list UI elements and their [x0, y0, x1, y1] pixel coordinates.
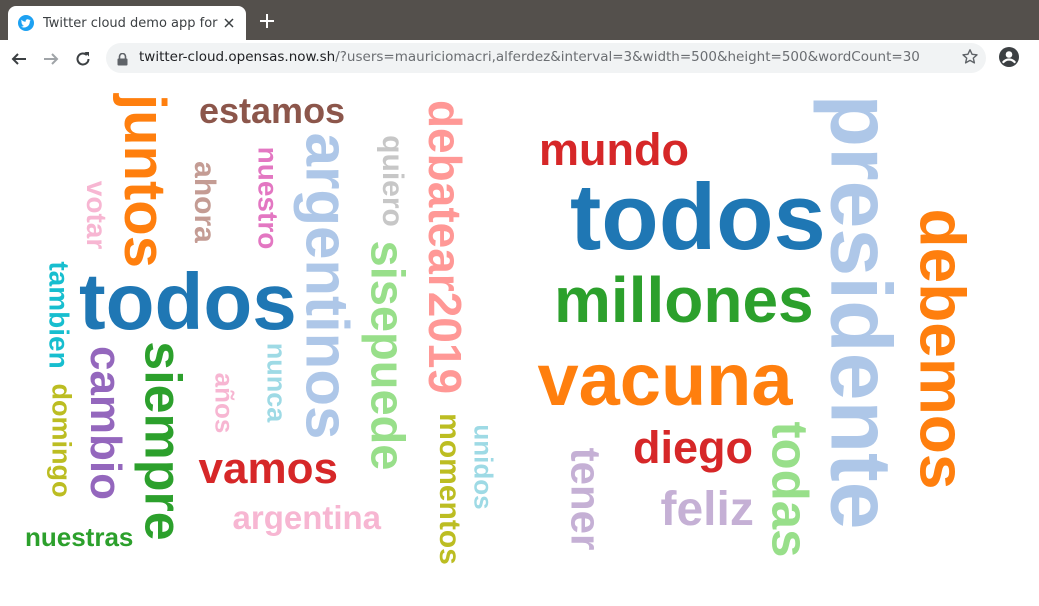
cloud-word-cambio: cambio [81, 345, 131, 501]
cloud-word-unidos: unidos [468, 424, 499, 510]
cloud-word-vacuna: vacuna [537, 338, 793, 421]
cloud-word-millones: millones [554, 264, 814, 336]
word-cloud-area: estamos juntos ahora nuestro argentinos quier… [0, 77, 1039, 606]
new-tab-button[interactable] [256, 10, 278, 32]
arrow-right-icon [44, 53, 59, 65]
cloud-word-sisepuede: sisepuede [361, 240, 415, 470]
cloud-word-todos: todos [570, 164, 826, 269]
bookmark-star-icon[interactable] [961, 48, 979, 70]
reload-icon [76, 52, 90, 66]
cloud-word-feliz: feliz [660, 483, 754, 536]
cloud-word-debemos: debemos [905, 208, 978, 490]
url-host: twitter-cloud.opensas.now.sh [139, 49, 336, 65]
twitter-bird-icon [18, 15, 34, 31]
cloud-word-quiero: quiero [375, 135, 409, 227]
cloud-word-nunca: nunca [261, 342, 292, 422]
browser-toolbar: twitter-cloud.opensas.now.sh/?users=maur… [0, 40, 1039, 77]
cloud-word-tambien: tambien [43, 261, 75, 369]
url-text[interactable]: twitter-cloud.opensas.now.sh/?users=maur… [139, 49, 920, 65]
tab-title: Twitter cloud demo app for #l [43, 15, 220, 31]
cloud-word-debatear2019: debatear2019 [419, 99, 472, 395]
url-path: /?users=mauriciomacri,alferdez&interval=… [335, 49, 920, 65]
lock-icon[interactable] [117, 51, 128, 70]
forward-button[interactable] [38, 46, 64, 72]
cloud-word-nuestras: nuestras [25, 522, 134, 552]
cloud-word-diego: diego [633, 421, 753, 473]
cloud-word-estamos: estamos [199, 90, 346, 131]
cloud-word-presidente: presidente [811, 94, 908, 530]
cloud-word-nuestro: nuestro [251, 146, 283, 250]
cloud-word-argentinos: argentinos [292, 132, 360, 440]
plus-icon [260, 14, 274, 28]
reload-button[interactable] [70, 46, 96, 72]
tab-strip: Twitter cloud demo app for #l [0, 0, 1039, 40]
cloud-word-momentos: momentos [432, 413, 466, 565]
profile-avatar-icon[interactable] [998, 46, 1020, 72]
cloud-word-domingo: domingo [46, 383, 77, 497]
close-tab-icon[interactable] [220, 14, 238, 32]
cloud-word-aos: años [208, 372, 239, 434]
cloud-word-ahora: ahora [187, 161, 221, 243]
cloud-word-votar: votar [81, 180, 113, 250]
cloud-word-tener: tener [561, 447, 609, 551]
cloud-word-mundo: mundo [539, 123, 689, 175]
cloud-word-siempre: siempre [133, 341, 192, 541]
back-button[interactable] [6, 46, 32, 72]
arrow-left-icon [11, 53, 26, 65]
cloud-word-todos: todos [79, 257, 297, 346]
cloud-word-juntos: juntos [111, 94, 177, 268]
address-bar[interactable]: twitter-cloud.opensas.now.sh/?users=maur… [106, 43, 986, 73]
cloud-word-todas: todas [761, 420, 819, 558]
browser-tab[interactable]: Twitter cloud demo app for #l [8, 6, 246, 40]
cloud-word-argentina: argentina [232, 498, 382, 536]
cloud-word-vamos: vamos [198, 444, 338, 493]
